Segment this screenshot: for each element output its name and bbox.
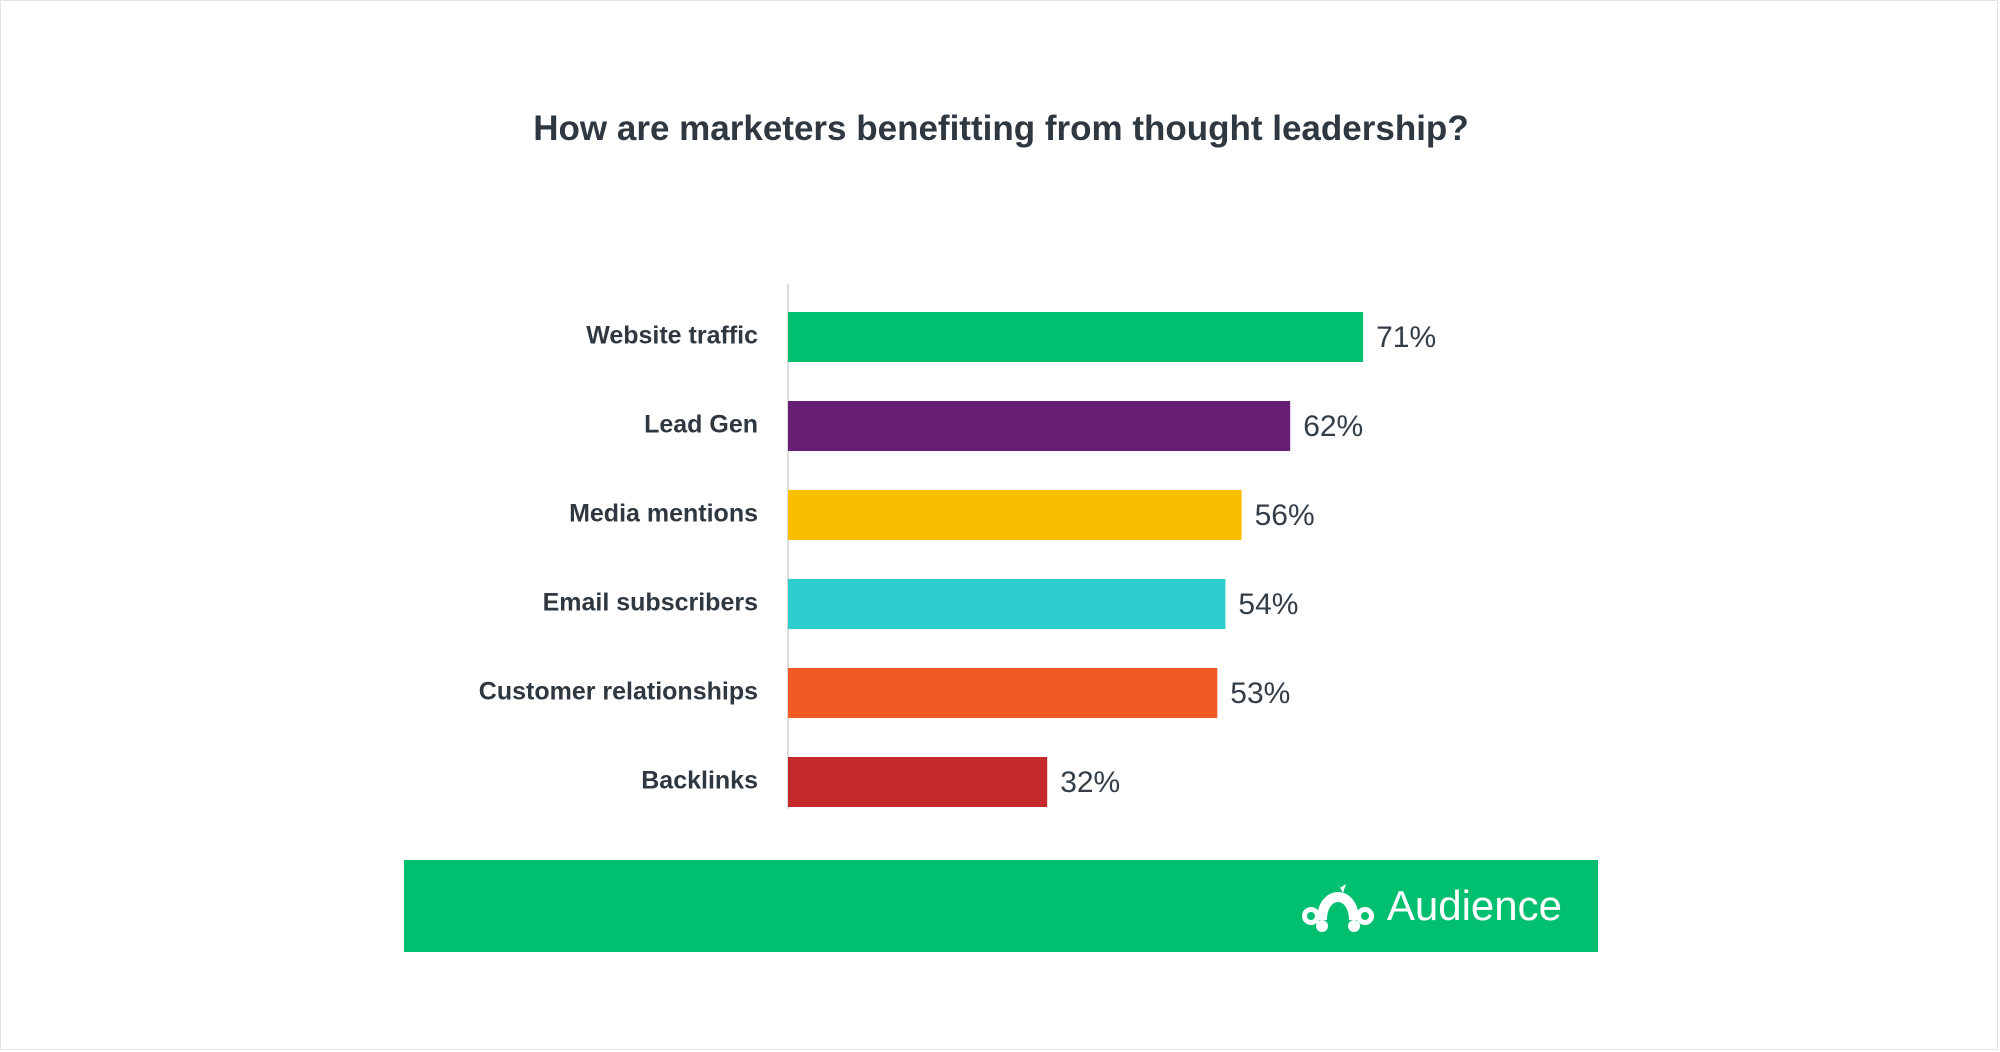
bar — [788, 757, 1048, 807]
category-label: Media mentions — [569, 500, 758, 528]
value-label: 71% — [1376, 321, 1436, 354]
brand-logo: Audience — [1299, 876, 1562, 936]
chart-card: How are marketers benefitting from thoug… — [404, 100, 1598, 952]
bar — [788, 579, 1226, 629]
value-label: 62% — [1303, 410, 1363, 443]
category-label: Backlinks — [641, 767, 758, 795]
value-label: 53% — [1230, 677, 1290, 710]
category-label: Website traffic — [586, 322, 758, 350]
value-label: 56% — [1255, 499, 1315, 532]
bar — [788, 490, 1242, 540]
value-label: 54% — [1238, 588, 1298, 621]
bar — [788, 312, 1364, 362]
category-label: Lead Gen — [644, 411, 758, 439]
category-label: Customer relationships — [479, 678, 758, 706]
footer-banner: Audience — [404, 860, 1598, 952]
bar-chart: Website traffic 71% Lead Gen 62% Media menti… — [479, 284, 1436, 809]
brand-name: Audience — [1386, 882, 1562, 929]
category-label: Email subscribers — [543, 589, 758, 617]
chart-title: How are marketers benefitting from thoug… — [533, 109, 1469, 148]
bar — [788, 401, 1291, 451]
value-label: 32% — [1060, 766, 1120, 799]
monkey-logo-icon — [1301, 880, 1374, 932]
bar — [788, 668, 1218, 718]
